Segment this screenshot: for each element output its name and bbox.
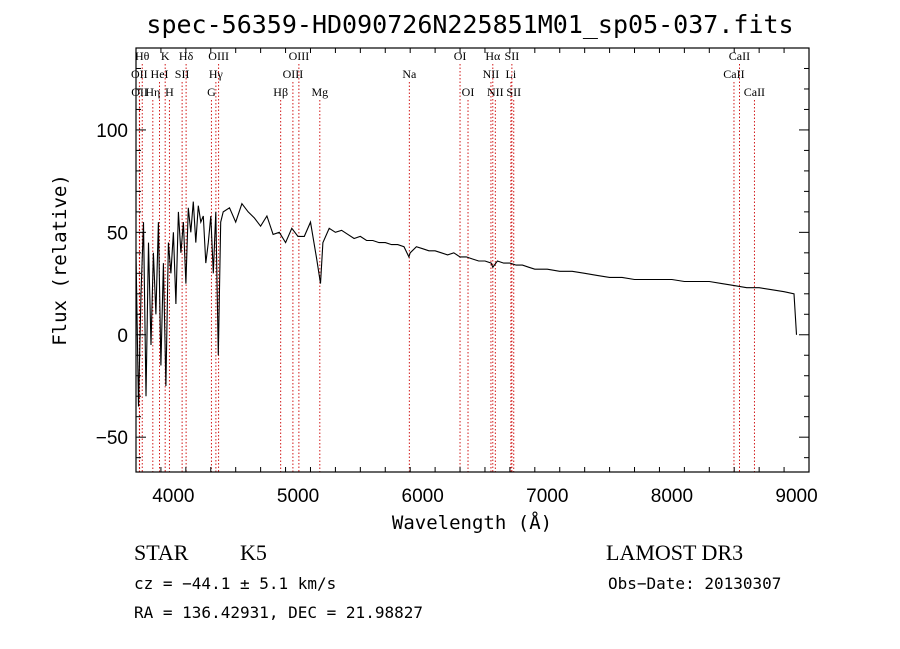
spectral-line-label: OII [131, 67, 148, 81]
x-axis-label: Wavelength (Å) [392, 511, 552, 534]
spectral-line-label: CaII [729, 49, 750, 63]
chart-title: spec-56359-HD090726N225851M01_sp05-037.f… [146, 10, 793, 39]
spectral-line-label: OI [462, 85, 475, 99]
survey-name: LAMOST DR3 [606, 540, 743, 565]
y-tick-label: 0 [117, 326, 128, 347]
redshift-cz: cz = −44.1 ± 5.1 km/s [134, 574, 336, 593]
spectral-line-label: Hγ [209, 67, 224, 81]
spectrum-line [135, 201, 798, 407]
y-axis-ticks: −50 0 50 100 [96, 47, 809, 459]
spectral-line-label: NII [487, 85, 504, 99]
spectral-line-label: H [165, 85, 174, 99]
x-axis-ticks: 4000 5000 6000 7000 8000 9000 [135, 48, 818, 507]
spectral-line-label: SII [175, 67, 190, 81]
spectral-line-label: OI [454, 49, 467, 63]
spectral-line-label: SII [505, 49, 520, 63]
spectral-line-label: NII [483, 67, 500, 81]
spectral-line-label: OIII [289, 49, 310, 63]
spectral-line-label: Na [402, 67, 417, 81]
coordinates: RA = 136.42931, DEC = 21.98827 [134, 603, 423, 622]
x-tick-label: 4000 [152, 486, 194, 507]
spectral-line-label: CaII [744, 85, 765, 99]
spectral-line-label: CaII [723, 67, 744, 81]
spectral-line-label: Hβ [273, 85, 288, 99]
x-tick-label: 7000 [526, 486, 568, 507]
x-tick-label: 5000 [277, 486, 319, 507]
spectral-line-label: OIII [283, 67, 304, 81]
spectral-line-label: SII [506, 85, 521, 99]
x-tick-label: 8000 [651, 486, 693, 507]
y-tick-label: −50 [96, 428, 128, 449]
observation-date: Obs−Date: 20130307 [608, 574, 781, 593]
spectral-line-label: G [207, 85, 216, 99]
spectral-line-label: HeI [151, 67, 169, 81]
y-tick-label: 50 [107, 223, 128, 244]
spectral-line-markers [138, 64, 755, 472]
spectral-line-label: Hη [145, 85, 160, 99]
spectral-line-label: OIII [208, 49, 229, 63]
spectral-line-label: Hδ [179, 49, 194, 63]
spectral-line-label: Hθ [135, 49, 150, 63]
spectral-line-label: Mg [311, 85, 328, 99]
y-axis-label: Flux (relative) [49, 174, 71, 346]
object-subclass: K5 [240, 540, 267, 565]
x-tick-label: 9000 [775, 486, 817, 507]
x-tick-label: 6000 [402, 486, 444, 507]
spectral-line-label: Hα [485, 49, 501, 63]
spectral-line-label: Li [506, 67, 517, 81]
object-class: STAR [134, 540, 189, 565]
plot-frame [135, 47, 810, 473]
y-tick-label: 100 [96, 121, 128, 142]
spectral-line-label: K [161, 49, 170, 63]
